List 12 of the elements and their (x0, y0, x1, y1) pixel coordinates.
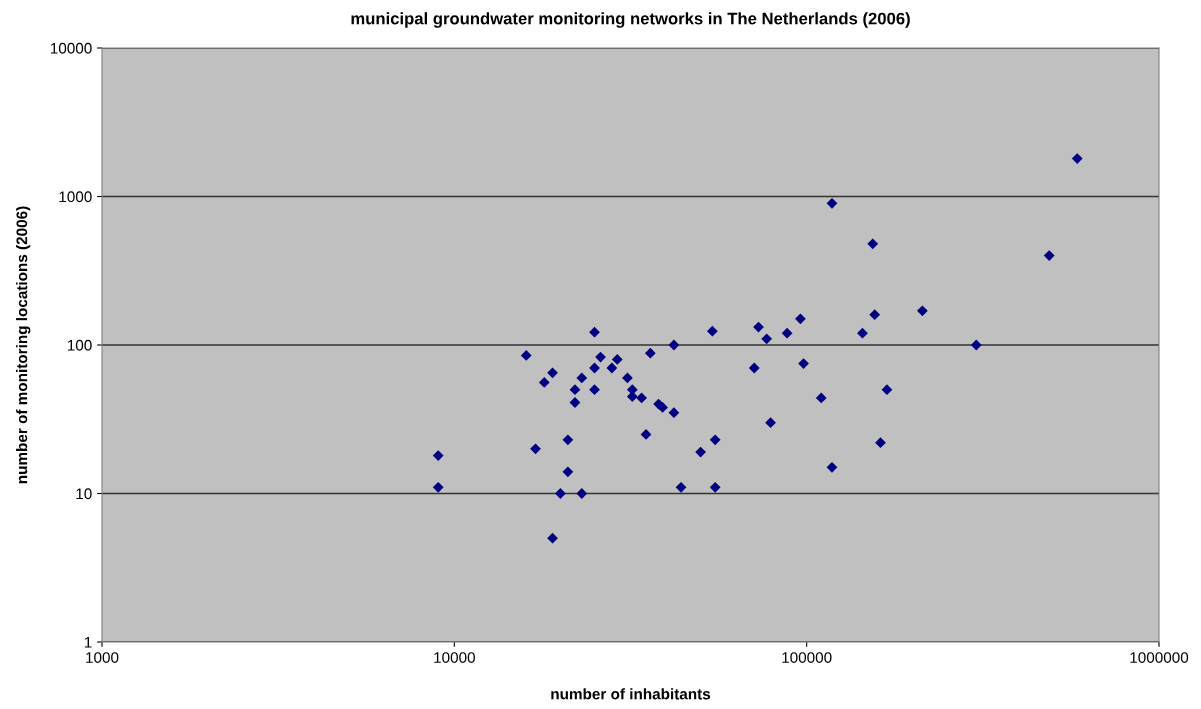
y-tick-label: 100 (67, 339, 92, 351)
x-tick-label: 10000 (434, 652, 475, 663)
y-tick-label: 10 (76, 488, 92, 500)
y-tick-label: 1000 (59, 191, 92, 203)
chart-title: municipal groundwater monitoring networks in The Netherlands (2006) (351, 12, 910, 28)
x-tick-label: 1000000 (1130, 652, 1189, 663)
x-tick-label: 100000 (782, 652, 832, 663)
x-tick-label: 1000 (86, 652, 119, 663)
x-axis-title: number of inhabitants (551, 688, 711, 700)
y-tick-label: 10000 (50, 42, 92, 54)
y-tick-label: 1 (84, 637, 92, 648)
y-axis-title: number of monitoring locations (2006) (16, 206, 31, 484)
